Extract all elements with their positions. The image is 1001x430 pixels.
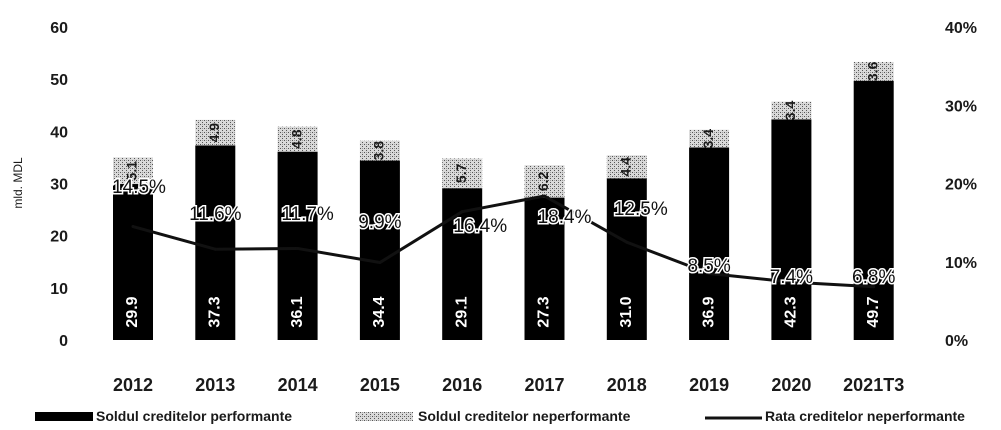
- rate-label: 6.8%: [852, 267, 895, 288]
- npl-value-label: 4.9: [206, 123, 222, 143]
- rate-label: 7.4%: [770, 267, 813, 288]
- legend-swatch-performing: [35, 412, 93, 421]
- bar-nonperforming: [195, 119, 236, 146]
- bars: 29.9 5.1 37.3 4.9 36.1 4.8 34.4 3.8 29.1 5.7 27.3 6…: [113, 61, 894, 341]
- y2-tick-label: 30%: [945, 98, 977, 115]
- legend-label-nonperforming: Soldul creditelor neperformante: [418, 408, 631, 424]
- npl-value-label: 3.8: [371, 141, 387, 161]
- x-tick-label: 2014: [278, 375, 318, 395]
- npl-value-label: 5.7: [453, 163, 469, 183]
- rate-label: 9.9%: [358, 212, 401, 233]
- bar-value-label: 36.1: [289, 296, 306, 327]
- rate-point: [789, 280, 793, 284]
- x-tick-label: 2019: [689, 375, 729, 395]
- rate-point: [872, 285, 876, 289]
- npl-value-label: 3.6: [864, 61, 880, 81]
- x-tick-label: 2015: [360, 375, 400, 395]
- rate-line: [132, 194, 874, 289]
- bar-value-label: 29.1: [453, 296, 470, 327]
- bar-value-label: 49.7: [865, 296, 882, 327]
- y-tick-label: 30: [50, 177, 68, 194]
- x-tick-label: 2017: [524, 375, 564, 395]
- bar-performing: [689, 147, 730, 340]
- y-axis-left: 0 10 20 30 40 50 60: [50, 20, 68, 350]
- x-tick-label: 2018: [607, 375, 647, 395]
- npl-value-label: 3.4: [782, 101, 798, 121]
- y-tick-label: 0: [59, 333, 68, 350]
- rate-point: [625, 240, 629, 244]
- bar-value-label: 36.9: [700, 296, 717, 327]
- bar-nonperforming: [359, 140, 400, 161]
- rate-line-group: 14.5% 11.6% 11.7% 9.9% 16.4% 18.4% 12.5% 8.5% 7.…: [111, 176, 897, 290]
- legend-label-rate: Rata creditelor neperformante: [765, 408, 965, 424]
- x-tick-label: 2012: [113, 375, 153, 395]
- bar-performing: [606, 178, 647, 340]
- y-tick-label: 60: [50, 20, 68, 37]
- x-tick-label: 2020: [771, 375, 811, 395]
- bar-value-label: 29.9: [124, 296, 141, 327]
- rate-point: [378, 261, 382, 265]
- y-tick-label: 40: [50, 124, 68, 141]
- rate-label: 11.6%: [189, 204, 242, 225]
- rate-label: 8.5%: [687, 256, 730, 277]
- bar-nonperforming: [277, 126, 318, 152]
- bar-value-label: 34.4: [371, 296, 388, 327]
- y-axis-label: mld. MDL: [11, 157, 25, 209]
- rate-label: 12.5%: [614, 199, 668, 220]
- x-axis: 2012 2013 2014 2015 2016 2017 2018 2019 2020 2021…: [113, 375, 904, 395]
- npl-value-label: 6.2: [535, 171, 551, 191]
- bar-nonperforming: [524, 165, 565, 198]
- x-tick-label: 2013: [195, 375, 235, 395]
- bar-value-label: 37.3: [207, 296, 224, 327]
- bar-nonperforming: [113, 157, 153, 185]
- y-axis-right: 0% 10% 20% 30% 40%: [945, 20, 977, 350]
- legend: Soldul creditelor performante Soldul cred…: [35, 408, 965, 424]
- bar-performing: [359, 160, 400, 340]
- bar-value-label: 31.0: [618, 296, 635, 327]
- bar-nonperforming: [771, 101, 812, 120]
- npl-value-label: 3.4: [700, 129, 716, 149]
- rate-label: 14.5%: [112, 177, 166, 198]
- bar-performing: [524, 197, 565, 340]
- npl-value-label: 4.4: [618, 157, 634, 177]
- rate-label: 16.4%: [453, 216, 507, 237]
- bar-nonperforming: [606, 155, 647, 179]
- bar-nonperforming: [689, 129, 730, 148]
- x-tick-label: 2021T3: [843, 375, 904, 395]
- rate-point: [213, 247, 217, 251]
- bar-value-label: 27.3: [536, 296, 553, 327]
- bar-performing: [113, 184, 153, 340]
- legend-swatch-nonperforming: [355, 412, 413, 421]
- bar-performing: [195, 145, 236, 340]
- y2-tick-label: 20%: [945, 177, 977, 194]
- rate-point: [543, 194, 546, 198]
- y2-tick-label: 40%: [945, 20, 977, 37]
- y2-tick-label: 0%: [945, 333, 968, 350]
- bar-performing: [853, 80, 894, 341]
- y-tick-label: 50: [50, 72, 68, 89]
- y2-tick-label: 10%: [945, 255, 977, 272]
- npl-value-label: 5.1: [124, 161, 140, 181]
- rate-point: [296, 246, 300, 250]
- y-tick-label: 10: [50, 281, 68, 298]
- rate-point: [460, 210, 464, 214]
- legend-label-performing: Soldul creditelor performante: [96, 408, 292, 424]
- rate-label: 18.4%: [538, 207, 592, 228]
- bar-performing: [771, 119, 812, 341]
- bar-performing: [442, 188, 483, 340]
- y-tick-label: 20: [50, 229, 68, 246]
- bar-nonperforming: [853, 61, 894, 81]
- npl-value-label: 4.8: [288, 129, 304, 149]
- rate-point: [131, 225, 135, 229]
- rate-label: 11.7%: [281, 204, 334, 225]
- bar-performing: [277, 151, 318, 340]
- bar-nonperforming: [442, 158, 483, 189]
- rate-point: [707, 271, 711, 275]
- bar-value-label: 42.3: [783, 296, 800, 327]
- x-tick-label: 2016: [442, 375, 482, 395]
